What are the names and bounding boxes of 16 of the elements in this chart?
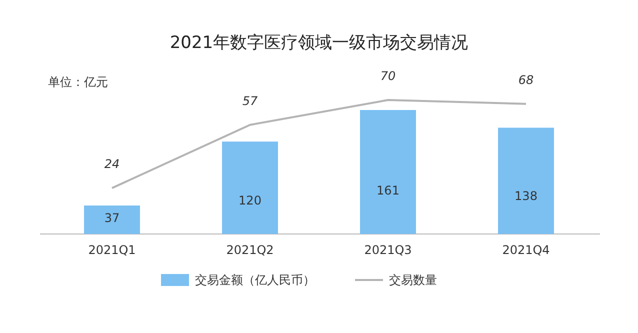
data-label: 57 <box>242 94 258 108</box>
data-label: 120 <box>238 193 262 208</box>
x-tick-label: 2021Q4 <box>502 243 550 257</box>
annotation: 单位：亿元 <box>48 75 108 89</box>
data-label: 138 <box>514 189 538 203</box>
x-tick-label: 2021Q3 <box>364 243 412 257</box>
data-label: 68 <box>518 72 534 87</box>
data-label: 37 <box>104 211 120 225</box>
legend-label: 交易金额（亿人民币） <box>195 273 315 287</box>
x-tick-label: 2021Q1 <box>88 243 136 257</box>
x-tick-label: 2021Q2 <box>226 243 274 257</box>
legend-label: 交易数量 <box>389 273 437 287</box>
title: 2021年数字医疗领域一级市场交易情况 <box>170 33 468 53</box>
data-label: 161 <box>376 183 400 198</box>
data-label: 24 <box>104 157 120 172</box>
data-label: 70 <box>380 69 396 83</box>
